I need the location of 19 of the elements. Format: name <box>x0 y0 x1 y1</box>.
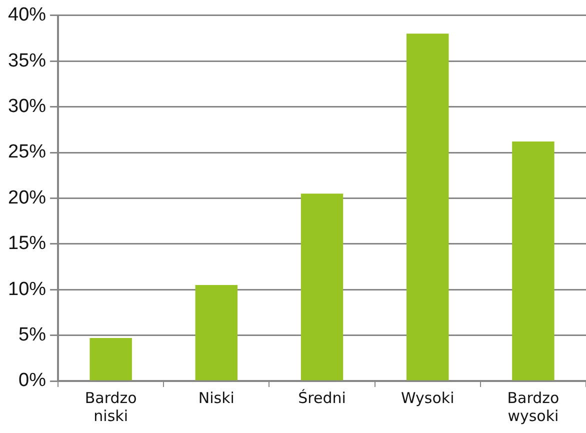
bar <box>195 285 238 380</box>
y-tick-label: 30% <box>8 96 46 118</box>
bar <box>512 142 554 380</box>
x-tick-label: Bardzo wysoki <box>507 388 560 425</box>
y-tick-label: 10% <box>8 278 46 300</box>
bar <box>90 338 132 380</box>
x-tick-label: Średni <box>298 388 346 407</box>
y-tick-label: 0% <box>18 370 46 392</box>
x-tick-label: Bardzo niski <box>84 388 137 425</box>
y-tick-label: 25% <box>8 142 46 163</box>
x-tick-label: Niski <box>198 388 234 407</box>
y-tick-label: 20% <box>8 187 46 208</box>
y-tick-label: 5% <box>18 324 46 346</box>
bar <box>406 34 449 380</box>
y-tick-label: 40% <box>8 4 46 26</box>
x-tick-label: Wysoki <box>400 388 454 407</box>
y-tick-label: 35% <box>8 50 46 72</box>
y-tick-label: 15% <box>8 233 46 254</box>
bar <box>300 194 344 380</box>
